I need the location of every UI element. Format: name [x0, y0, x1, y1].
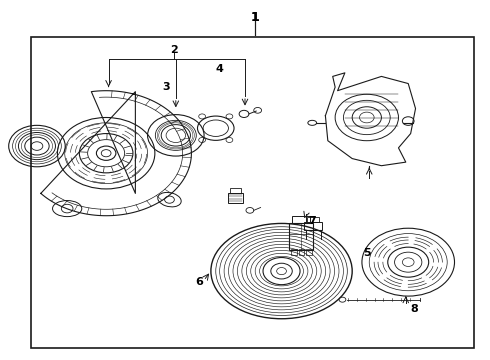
Bar — [306, 249, 312, 255]
Bar — [304, 222, 322, 230]
Text: 4: 4 — [216, 64, 223, 74]
Text: 7: 7 — [308, 216, 316, 226]
Bar — [228, 193, 243, 203]
Text: 1: 1 — [250, 11, 259, 24]
Text: 1: 1 — [250, 11, 259, 24]
Bar — [291, 249, 297, 255]
Bar — [230, 188, 241, 193]
Text: 5: 5 — [363, 248, 370, 258]
Bar — [307, 217, 319, 222]
Bar — [30, 37, 474, 348]
Text: 3: 3 — [162, 82, 170, 92]
Bar — [292, 216, 310, 223]
Text: 2: 2 — [171, 45, 178, 55]
Text: 8: 8 — [411, 303, 418, 314]
Bar — [289, 223, 313, 249]
Bar — [298, 249, 304, 255]
Text: 6: 6 — [195, 277, 203, 287]
